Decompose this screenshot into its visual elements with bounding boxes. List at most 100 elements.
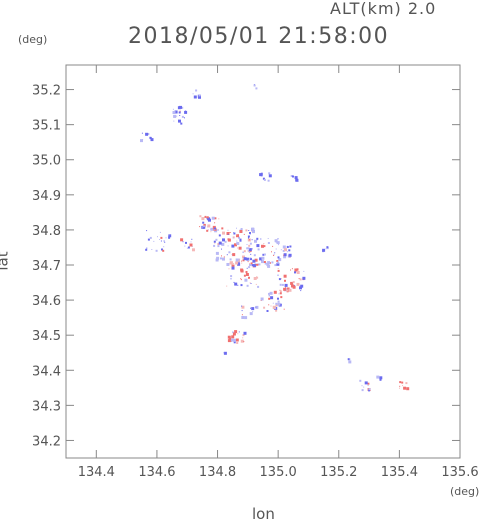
echo-pixel — [160, 236, 163, 239]
echo-pixel — [406, 387, 410, 391]
echo-pixel — [244, 278, 248, 282]
echo-pixel — [241, 314, 243, 316]
echo-pixel — [245, 259, 246, 260]
echo-pixel — [267, 179, 270, 182]
echo-pixel — [359, 379, 362, 382]
echo-pixel — [227, 233, 229, 235]
echo-pixel — [242, 255, 245, 259]
echo-pixel — [233, 341, 236, 344]
echo-pixel — [247, 247, 250, 250]
echo-pixel — [261, 260, 264, 264]
echo-pixel — [217, 229, 219, 231]
echo-pixel — [149, 236, 152, 239]
echo-pixel — [147, 133, 150, 135]
echo-pixel — [207, 229, 209, 231]
echo-pixel — [379, 376, 383, 380]
echo-pixel — [221, 248, 222, 250]
echo-pixel — [168, 234, 170, 236]
echo-pixel — [191, 238, 193, 240]
echo-pixel — [221, 227, 224, 230]
echo-pixel — [221, 242, 225, 246]
echo-pixel — [236, 342, 239, 344]
echo-pixel — [256, 237, 259, 240]
echo-pixel — [241, 305, 243, 307]
echo-pixel — [273, 290, 277, 294]
echo-pixel — [248, 248, 252, 252]
echo-pixel — [251, 307, 255, 311]
echo-pixel — [161, 248, 163, 251]
echo-pixel — [277, 274, 279, 276]
echo-pixel — [274, 239, 278, 243]
echo-cluster — [226, 258, 260, 288]
echo-pixel — [247, 235, 250, 238]
echo-pixel — [255, 283, 257, 285]
echo-pixel — [246, 244, 248, 245]
echo-pixel — [325, 248, 327, 250]
x-ticks: 134.4 134.6 134.8 135.0 135.2 135.4 135.6 — [78, 65, 479, 480]
echo-pixel — [250, 283, 252, 284]
echo-pixel — [281, 278, 282, 280]
echo-pixel — [249, 233, 251, 235]
echo-pixel — [272, 302, 274, 304]
echo-pixel — [267, 238, 269, 239]
echo-pixel — [210, 231, 212, 233]
echo-pixel — [277, 238, 279, 240]
echo-pixel — [240, 278, 242, 280]
echo-pixel — [267, 261, 271, 265]
echo-pixel — [223, 352, 225, 354]
echo-pixel — [405, 382, 408, 385]
echo-pixel — [227, 229, 229, 231]
echo-pixel — [259, 257, 263, 261]
echo-pixel — [276, 241, 280, 245]
echo-pixel — [267, 242, 270, 244]
echo-pixel — [232, 236, 235, 239]
echo-pixel — [283, 308, 285, 310]
x-tick-label: 134.4 — [78, 465, 115, 480]
echo-pixel — [243, 250, 246, 253]
echo-pixel — [240, 284, 243, 287]
echo-pixel — [204, 215, 207, 218]
echo-pixel — [240, 339, 244, 343]
echo-pixel — [263, 178, 266, 181]
echo-pixel — [260, 174, 263, 177]
x-axis-unit: (deg) — [450, 485, 480, 498]
echo-pixel — [249, 232, 251, 234]
echo-pixel — [284, 279, 286, 282]
echo-pixel — [284, 283, 288, 287]
echo-pixel — [275, 241, 277, 243]
echo-pixel — [278, 293, 280, 295]
echo-pixel — [214, 242, 216, 244]
echo-cluster — [247, 237, 282, 268]
echo-pixel — [286, 287, 290, 291]
echo-pixel — [275, 309, 278, 312]
x-tick-label: 134.6 — [138, 465, 175, 480]
echo-pixel — [155, 249, 158, 252]
echo-pixel — [146, 230, 148, 232]
echo-pixel — [226, 232, 230, 235]
echo-pixel — [280, 249, 282, 251]
echo-pixel — [236, 234, 239, 238]
echo-pixel — [226, 263, 230, 266]
echo-pixel — [238, 236, 240, 239]
echo-pixel — [151, 249, 153, 250]
echo-pixel — [248, 230, 250, 231]
echo-pixel — [261, 256, 265, 260]
echo-pixel — [162, 249, 165, 252]
echo-pixel — [267, 264, 271, 268]
echo-pixel — [236, 227, 237, 229]
y-tick-label: 35.1 — [32, 119, 61, 134]
echo-pixel — [262, 253, 265, 256]
echo-pixel — [276, 262, 280, 266]
echo-pixel — [176, 115, 178, 117]
echo-pixel — [232, 331, 234, 333]
echo-pixel — [361, 385, 363, 387]
echo-pixel — [268, 297, 271, 300]
echo-pixel — [159, 239, 161, 240]
y-tick-label: 35.2 — [32, 84, 61, 99]
echo-pixel — [296, 268, 299, 271]
echo-pixel — [272, 245, 274, 247]
echo-pixel — [243, 257, 247, 261]
x-tick-label: 135.2 — [320, 465, 357, 480]
echo-pixel — [242, 334, 245, 337]
echo-pixel — [222, 231, 225, 235]
